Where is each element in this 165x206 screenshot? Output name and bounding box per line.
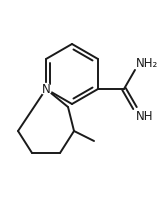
Text: N: N	[42, 83, 50, 96]
Circle shape	[41, 84, 51, 95]
Text: NH: NH	[136, 110, 153, 122]
Text: N: N	[42, 83, 50, 96]
Text: NH₂: NH₂	[136, 57, 158, 70]
